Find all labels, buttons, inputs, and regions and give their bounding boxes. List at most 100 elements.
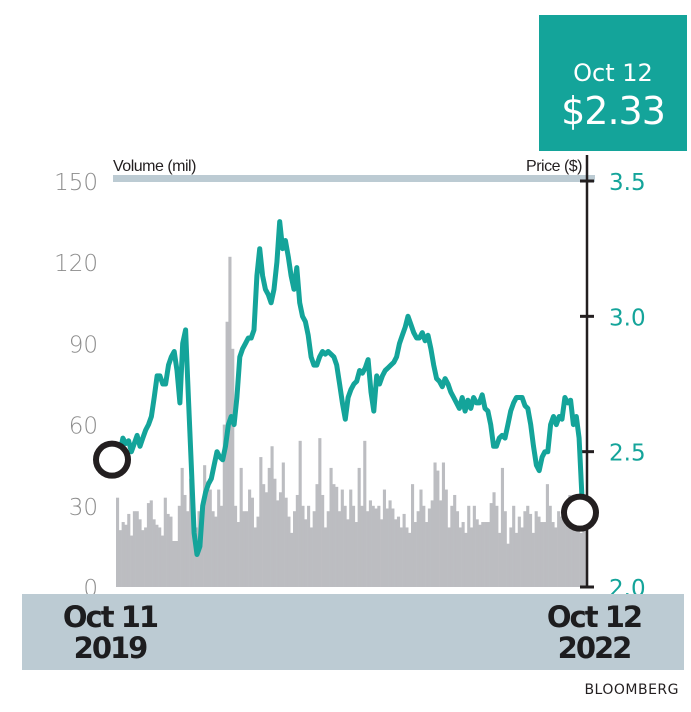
volume-bar: [458, 527, 462, 587]
volume-bar: [349, 489, 353, 587]
volume-bar: [132, 511, 136, 587]
start-date-line1: Oct 11: [62, 600, 159, 634]
volume-bar: [430, 500, 434, 587]
volume-bar: [256, 516, 260, 587]
volume-bar: [189, 478, 193, 587]
volume-bar: [408, 532, 412, 587]
volume-bar: [200, 513, 204, 587]
volume-bar: [253, 527, 257, 587]
volume-bar: [363, 440, 367, 587]
volume-bar: [301, 505, 305, 587]
volume-bar: [307, 505, 311, 587]
volume-bar: [248, 489, 252, 587]
volume-bar: [517, 516, 521, 587]
volume-bar: [439, 500, 443, 587]
volume-bar: [394, 519, 398, 587]
end-date-line1: Oct 12: [546, 600, 643, 634]
volume-bar: [568, 494, 572, 587]
price-tick-label: 3.5: [609, 170, 646, 196]
volume-bar: [340, 489, 344, 587]
volume-bar: [284, 497, 288, 587]
volume-bar: [116, 497, 120, 587]
volume-bar: [166, 513, 170, 587]
volume-bar: [433, 462, 437, 587]
volume-bar: [554, 527, 558, 587]
volume-bar: [562, 505, 566, 587]
volume-bar: [273, 478, 277, 587]
volume-bar: [368, 500, 372, 587]
volume-bar: [163, 497, 167, 587]
volume-bar: [208, 489, 212, 587]
volume-axis-label: Volume (mil): [113, 158, 196, 175]
volume-bar: [293, 511, 297, 587]
volume-bar: [239, 467, 243, 587]
volume-bar: [582, 522, 586, 587]
volume-bar: [121, 522, 125, 587]
volume-bar: [250, 497, 254, 587]
volume-bar: [537, 516, 541, 587]
volume-bar: [472, 505, 476, 587]
volume-bar: [531, 532, 535, 587]
volume-bar: [573, 500, 578, 587]
volume-bar: [270, 446, 274, 587]
end-date-label: Oct 12 2022: [544, 602, 644, 664]
volume-bar: [391, 508, 395, 587]
volume-bar: [214, 516, 218, 587]
volume-bar: [464, 532, 468, 587]
volume-bar: [329, 467, 333, 587]
price-line: [117, 219, 585, 557]
end-marker: [561, 493, 599, 532]
volume-bar: [287, 516, 291, 587]
volume-bars: [116, 256, 589, 587]
volume-bar: [366, 511, 370, 587]
volume-bar: [281, 462, 285, 587]
volume-bar: [245, 511, 249, 587]
volume-bar: [565, 522, 569, 587]
price-axis-label: Price ($): [526, 158, 582, 175]
volume-bar: [264, 492, 269, 587]
volume-bar: [309, 527, 313, 587]
volume-bar: [559, 516, 564, 587]
volume-bar: [399, 527, 403, 587]
volume-bar: [335, 486, 339, 587]
volume-tick-label: 150: [54, 170, 98, 196]
volume-bar: [470, 527, 474, 587]
volume-bar: [453, 494, 457, 587]
volume-bar: [231, 348, 235, 587]
volume-bar: [219, 505, 224, 587]
end-date-line2: 2022: [557, 631, 633, 665]
volume-tick-label: 120: [54, 251, 98, 277]
volume-bar: [579, 532, 583, 587]
volume-bar: [571, 527, 575, 587]
volume-bar: [495, 505, 499, 587]
volume-bar: [484, 522, 488, 587]
volume-bar: [352, 505, 356, 587]
date-band: [22, 594, 684, 670]
volume-bar: [259, 457, 263, 587]
volume-bar: [357, 467, 361, 587]
volume-bar: [149, 500, 153, 587]
volume-bar: [551, 522, 555, 587]
callout-price: $2.33: [561, 89, 666, 133]
volume-bar: [520, 527, 524, 587]
volume-bar: [402, 513, 406, 587]
volume-bar: [155, 524, 159, 587]
volume-bar: [425, 522, 429, 587]
latest-price-callout: Oct 12 $2.33: [539, 15, 687, 151]
volume-bar: [413, 522, 417, 587]
source-credit: BLOOMBERG: [584, 682, 679, 698]
volume-bar: [377, 505, 381, 587]
volume-bar: [475, 519, 479, 587]
volume-bar: [545, 484, 549, 587]
volume-tick-label: 30: [69, 495, 98, 521]
top-axis-bar: [113, 175, 595, 182]
price-tick-label: 2.5: [609, 441, 646, 467]
volume-bar: [290, 532, 294, 587]
volume-bar: [396, 516, 401, 587]
volume-bar: [509, 527, 513, 587]
volume-bar: [295, 494, 299, 587]
volume-bar: [318, 438, 322, 587]
volume-bar: [211, 511, 215, 587]
